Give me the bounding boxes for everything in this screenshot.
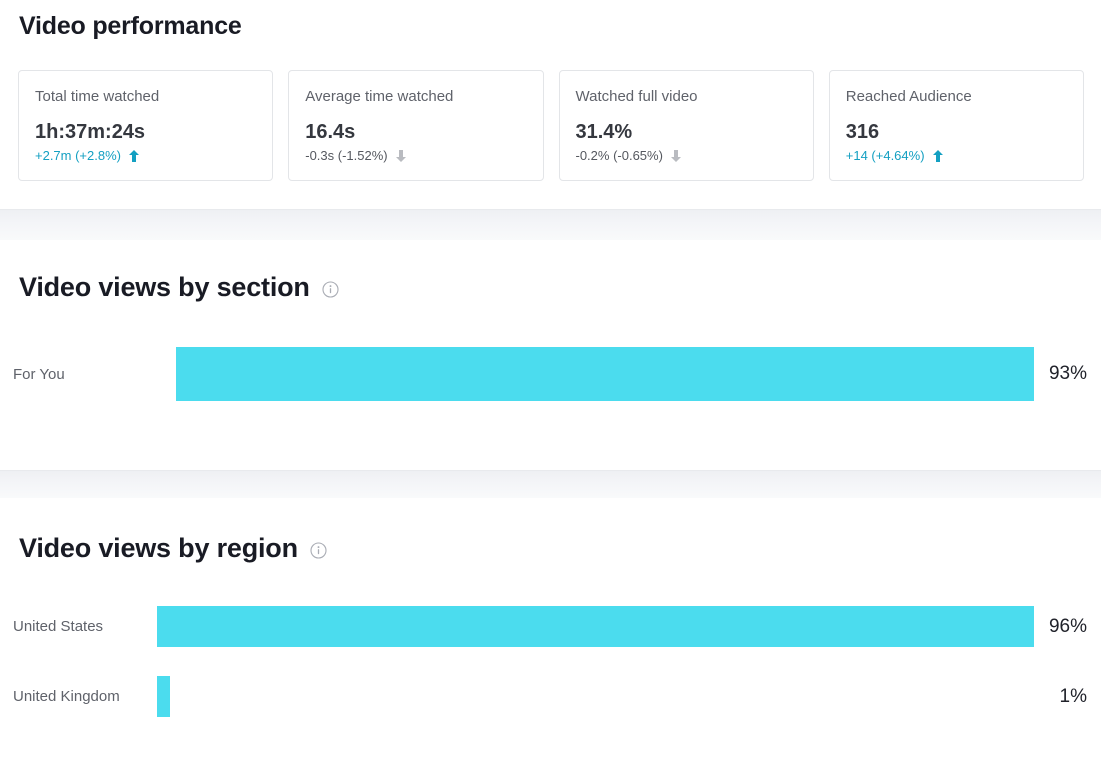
bar-track <box>157 676 1034 717</box>
bar <box>157 606 1034 647</box>
stat-card-value: 31.4% <box>575 121 633 143</box>
stats-cards: Total time watched 1h:37m:24s +2.7m (+2.8%… <box>18 70 1084 181</box>
stat-card: Watched full video 31.4% -0.2% (-0.65%) <box>558 70 814 181</box>
stat-card-delta-text: -0.2% (-0.65%) <box>575 148 663 163</box>
stat-card-delta: +2.7m (+2.8%) <box>35 148 256 163</box>
section-divider <box>0 209 1101 240</box>
chart-title: Video views by section <box>19 272 310 302</box>
info-icon[interactable] <box>322 280 339 298</box>
stat-card-value: 316 <box>845 121 880 143</box>
bar-row: For You 93% <box>0 347 1101 401</box>
stat-card-delta: -0.2% (-0.65%) <box>576 148 797 163</box>
bar <box>157 676 170 717</box>
stat-card-delta-text: -0.3s (-1.52%) <box>305 148 388 163</box>
info-icon[interactable] <box>310 541 327 559</box>
section-divider <box>0 470 1101 498</box>
bar-value-label: 96% <box>1048 615 1087 637</box>
stat-card-delta: +14 (+4.64%) <box>846 148 1067 163</box>
stat-card-label: Average time watched <box>305 88 454 105</box>
stat-card-delta: -0.3s (-1.52%) <box>305 148 526 163</box>
bar <box>176 347 1034 401</box>
stat-card-value: 1h:37m:24s <box>35 121 146 143</box>
trend-down-arrow-icon <box>395 149 406 162</box>
stat-card-label: Watched full video <box>575 88 698 105</box>
trend-up-arrow-icon <box>932 149 943 162</box>
bar-row-label: United States <box>13 618 104 635</box>
bar-chart: For You 93% <box>0 347 1101 401</box>
bar-track <box>176 347 1034 401</box>
bar-row: United Kingdom 1% <box>0 676 1101 717</box>
bar-track <box>157 606 1034 647</box>
bar-row-label: United Kingdom <box>13 688 120 705</box>
video-views-by-section: Video views by section For You 93% <box>0 240 1101 401</box>
stat-card: Reached Audience 316 +14 (+4.64%) <box>828 70 1084 181</box>
bar-chart: United States 96% United Kingdom 1% <box>0 606 1101 717</box>
stat-card-value: 16.4s <box>305 121 356 143</box>
page-title: Video performance <box>19 12 242 40</box>
bar-row: United States 96% <box>0 606 1101 647</box>
stat-card-delta-text: +14 (+4.64%) <box>845 148 925 163</box>
stat-card-label: Total time watched <box>35 88 160 105</box>
chart-title: Video views by region <box>19 533 298 563</box>
bar-row-label: For You <box>13 365 65 383</box>
bar-value-label: 93% <box>1048 363 1087 384</box>
stat-card-label: Reached Audience <box>845 88 972 105</box>
trend-up-arrow-icon <box>129 149 139 162</box>
video-views-by-region: Video views by region United States 96% Un… <box>0 498 1101 717</box>
bar-value-label: 1% <box>1059 685 1087 707</box>
stat-card: Total time watched 1h:37m:24s +2.7m (+2.8%… <box>18 70 274 181</box>
stat-card-delta-text: +2.7m (+2.8%) <box>35 148 121 163</box>
stat-card: Average time watched 16.4s -0.3s (-1.52%) <box>288 70 544 181</box>
trend-down-arrow-icon <box>670 149 681 162</box>
